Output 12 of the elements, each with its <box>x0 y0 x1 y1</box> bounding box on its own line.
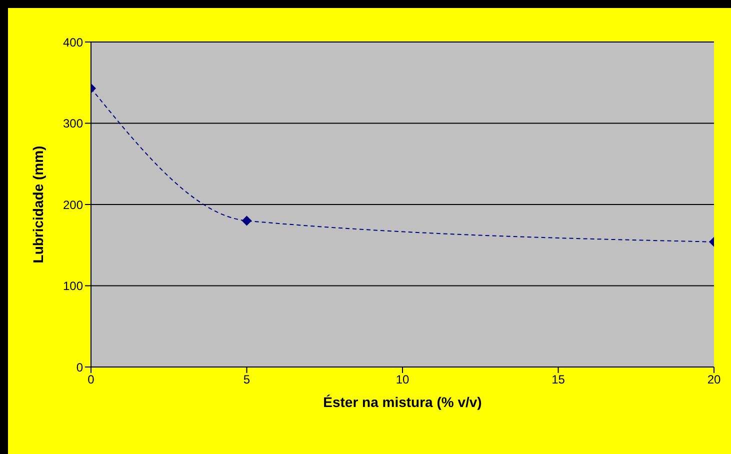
y-tick-label: 100 <box>62 279 84 294</box>
y-tick-label: 200 <box>62 198 84 212</box>
x-tick-label: 5 <box>243 372 250 387</box>
x-tick-label: 10 <box>396 372 410 387</box>
y-tick-label: 400 <box>62 35 84 50</box>
x-tick-label: 20 <box>707 372 721 387</box>
x-tick-label: 0 <box>88 372 95 387</box>
x-axis-title: Éster na mistura (% v/v) <box>323 394 482 410</box>
x-tick-label: 15 <box>552 372 566 387</box>
y-tick-label: 0 <box>76 360 84 374</box>
y-tick-label: 300 <box>62 116 84 131</box>
y-axis-title: Lubricidade (mm) <box>30 146 46 264</box>
